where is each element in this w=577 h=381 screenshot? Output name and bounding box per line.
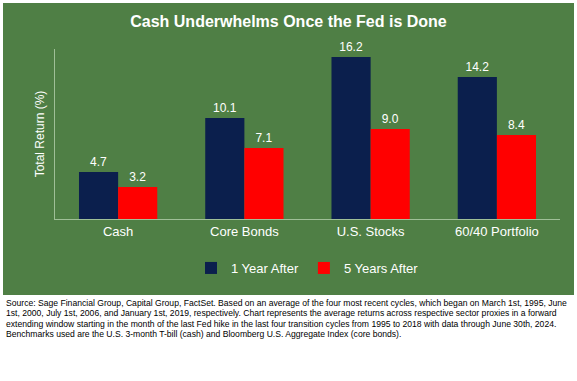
svg-text:Core Bonds: Core Bonds [210, 224, 279, 239]
svg-text:7.1: 7.1 [255, 131, 272, 145]
svg-text:5 Years After: 5 Years After [344, 261, 418, 276]
svg-text:4.7: 4.7 [90, 155, 107, 169]
svg-text:16.2: 16.2 [339, 40, 363, 54]
svg-text:10.1: 10.1 [213, 101, 237, 115]
svg-text:60/40 Portfolio: 60/40 Portfolio [455, 224, 539, 239]
svg-text:U.S. Stocks: U.S. Stocks [337, 224, 405, 239]
svg-text:14.2: 14.2 [465, 60, 489, 74]
svg-text:8.4: 8.4 [508, 118, 525, 132]
svg-text:Cash: Cash [103, 224, 133, 239]
svg-text:Total Return (%): Total Return (%) [33, 91, 47, 178]
svg-text:9.0: 9.0 [382, 112, 399, 126]
html-text:Source: Sage Financial Group,: Source: Sage Financial Group, Capital Gr… [6, 298, 567, 340]
svg-text:1 Year After: 1 Year After [231, 261, 299, 276]
svg-text:Cash Underwhelms Once the Fed: Cash Underwhelms Once the Fed is Done [130, 13, 447, 30]
svg-text:3.2: 3.2 [129, 170, 146, 184]
